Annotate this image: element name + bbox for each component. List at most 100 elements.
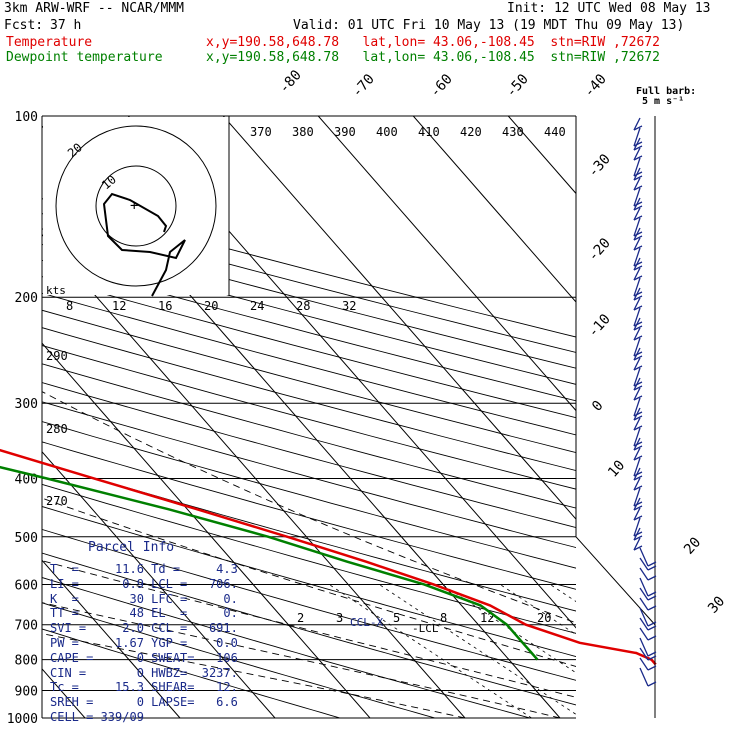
wind-barb (633, 125, 643, 131)
wind-barb (633, 527, 641, 541)
isotherm-tick-label: -20 (585, 235, 614, 265)
mixing-ratio-line (378, 584, 576, 715)
init-time: Init: 12 UTC Wed 08 May 13 (507, 1, 711, 16)
wind-barb (633, 385, 643, 391)
wind-barb (633, 257, 641, 271)
wind-barb (633, 475, 643, 481)
hodograph-speed-label: 28 (296, 299, 310, 313)
theta-tick-label: 420 (460, 125, 482, 139)
wind-barb (633, 417, 641, 431)
theta-tick-label: 280 (46, 422, 68, 436)
wind-barb (633, 387, 641, 401)
wind-barb (633, 321, 643, 327)
wind-barb (633, 545, 643, 551)
dry-adiabat-line (42, 462, 576, 612)
pressure-tick-label: 100 (15, 110, 38, 125)
lcl-marker: -LCL (412, 622, 439, 635)
isotherm-tick-label: 10 (605, 457, 628, 480)
wind-barb (633, 355, 643, 361)
wind-barb (633, 227, 641, 241)
parcel-info-row: CAPE = 0 SWEAT= 106 (50, 650, 238, 665)
pressure-tick-label: 700 (15, 619, 38, 634)
dry-adiabat-line (42, 228, 576, 369)
dry-adiabat-line (42, 441, 576, 590)
dry-adiabat-line (42, 327, 576, 472)
theta-tick-label: 400 (376, 125, 398, 139)
isotherm-tick-label: -10 (585, 311, 614, 341)
hodograph-ring-inner (95, 165, 177, 247)
theta-tick-label: 430 (502, 125, 524, 139)
wind-barb (639, 607, 649, 627)
wind-barb (633, 381, 643, 387)
wind-barb (633, 155, 643, 161)
wind-barb (633, 201, 643, 207)
hodograph-speed-label: 8 (66, 299, 73, 313)
dry-adiabat-line (42, 577, 531, 718)
moist-adiabat-line (42, 391, 576, 624)
dry-adiabat-line (42, 345, 576, 490)
wind-barb (633, 505, 643, 511)
wind-barb (647, 575, 657, 581)
parcel-info-row: TT = 48 EL = 0. (50, 606, 238, 621)
theta-tick-label: 270 (46, 494, 68, 508)
wind-barb (647, 651, 657, 657)
isotherm-tick-label: -40 (581, 71, 610, 101)
wind-barb (633, 455, 643, 461)
wind-barb (633, 507, 641, 521)
model-title: 3km ARW-WRF -- NCAR/MMM (4, 1, 185, 16)
theta-tick-label: 410 (418, 125, 440, 139)
wind-barb (647, 665, 657, 671)
wind-barb (633, 185, 643, 191)
hodograph-speed-label: 16 (158, 299, 172, 313)
mixing-ratio-tick-label: 5 (393, 611, 400, 625)
parcel-info-title: Parcel Info (88, 540, 175, 555)
wind-barb (633, 261, 643, 267)
wind-barb (633, 395, 643, 401)
wind-barb (633, 167, 641, 181)
wind-barb (633, 265, 643, 271)
theta-tick-label: 380 (292, 125, 314, 139)
wind-barb (633, 177, 641, 191)
dry-adiabat-line (42, 292, 576, 436)
wind-barb (633, 247, 641, 267)
parcel-info-row: K = 30 LFC = 0. (50, 591, 238, 606)
isotherm-tick-label: -50 (503, 71, 532, 101)
wind-barb (639, 577, 649, 597)
isotherm-line (42, 450, 276, 718)
pressure-tick-label: 500 (15, 531, 38, 546)
wind-barb (633, 147, 641, 161)
wind-barb (633, 267, 641, 281)
wind-barb (633, 157, 641, 177)
full-barb-title: Full barb: (636, 86, 696, 97)
wind-barb (633, 427, 641, 447)
hodograph-speed-label: 32 (342, 299, 356, 313)
pressure-tick-label: 900 (15, 684, 38, 699)
wind-barb (633, 317, 641, 331)
parcel-info-row: SREH = 0 LAPSE= 6.6 (50, 695, 238, 710)
wind-barb (639, 667, 649, 687)
wind-barb (633, 437, 641, 451)
wind-barb (633, 291, 643, 297)
wind-barb (633, 485, 643, 491)
wind-barb (633, 231, 643, 237)
wind-barb (647, 681, 657, 687)
dewpoint-profile (0, 465, 539, 661)
isotherm-line (42, 233, 466, 718)
temperature-profile (0, 448, 657, 666)
wind-barb (633, 347, 641, 361)
wind-barb (633, 137, 641, 151)
mixing-ratio-tick-label: 3 (336, 611, 343, 625)
wind-barb (647, 605, 657, 611)
full-barb-value: 5 m s⁻¹ (642, 96, 684, 107)
temperature-legend-label: Temperature (6, 35, 93, 50)
wind-barb (647, 561, 657, 567)
wind-barb (633, 351, 643, 357)
isotherm-tick-label: -70 (349, 71, 378, 101)
isotherm-tick-label: -80 (276, 67, 305, 97)
wind-barb (633, 141, 643, 147)
wind-barb (633, 517, 641, 537)
isotherm-tick-label: 30 (705, 593, 728, 616)
hodograph-origin-marker: + (130, 198, 138, 214)
mixing-ratio-tick-label: 20 (537, 611, 551, 625)
wind-barb (633, 457, 641, 477)
